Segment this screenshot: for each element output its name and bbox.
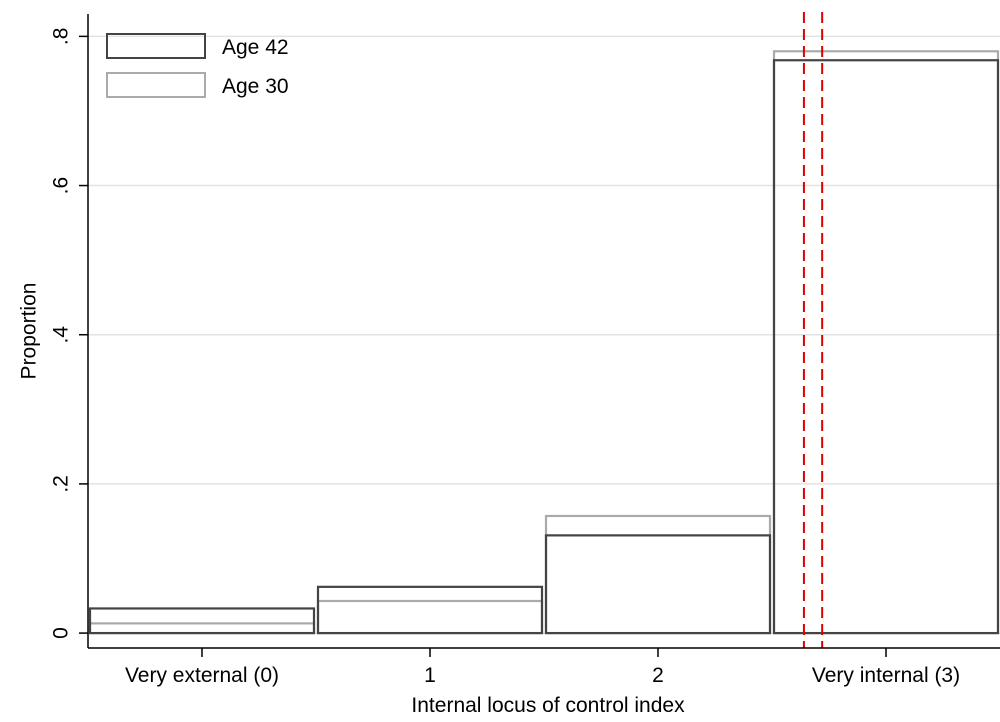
y-tick-label: 0: [50, 627, 73, 639]
reference-lines: [802, 12, 824, 648]
x-axis-title: Internal locus of control index: [411, 694, 685, 717]
y-tick-label: .8: [50, 28, 73, 46]
x-tick-label: Very external (0): [125, 664, 279, 687]
bar-age-42-3: [772, 59, 1000, 635]
y-axis-title: Proportion: [18, 283, 41, 380]
bar-age-42-0: [88, 607, 316, 635]
legend-label-age-30: Age 30: [222, 75, 289, 98]
x-tick-label: 2: [652, 664, 664, 687]
legend: Age 42 Age 30: [106, 33, 289, 98]
legend-swatch-age-42: [106, 33, 206, 59]
bar-age-42-1: [316, 585, 544, 635]
axes: [87, 14, 1000, 649]
y-tick-label: .6: [50, 177, 73, 195]
y-tick-label: .4: [50, 326, 73, 344]
ticks: 0 .2 .4 .6 .8 Very external (0) 1 2 Very interna…: [50, 28, 961, 687]
y-tick-label: .2: [50, 475, 73, 493]
legend-label-age-42: Age 42: [222, 36, 289, 59]
legend-swatch-age-30: [106, 72, 206, 98]
x-tick-label: 1: [424, 664, 436, 687]
bar-age-42-2: [544, 534, 772, 635]
bars: [88, 50, 1000, 635]
x-tick-label: Very internal (3): [812, 664, 960, 687]
